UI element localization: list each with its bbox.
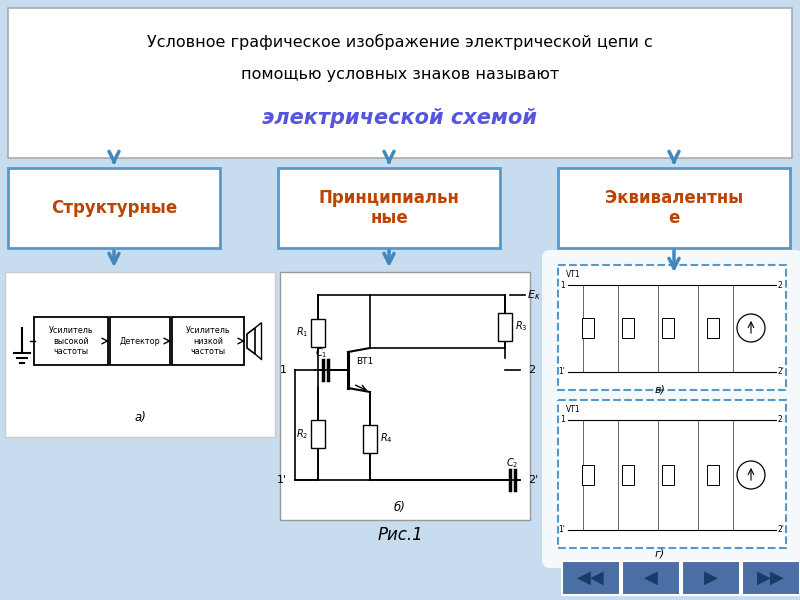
Text: ВТ1: ВТ1	[356, 357, 374, 366]
Text: 2': 2'	[778, 367, 785, 377]
Text: Детектор: Детектор	[120, 337, 160, 346]
Text: ◀: ◀	[644, 569, 658, 587]
Text: ◀◀: ◀◀	[577, 569, 605, 587]
FancyBboxPatch shape	[707, 318, 719, 338]
FancyBboxPatch shape	[498, 313, 512, 340]
Text: 2: 2	[778, 280, 782, 289]
Text: Рис.1: Рис.1	[377, 526, 423, 544]
FancyBboxPatch shape	[742, 561, 800, 595]
Text: г): г)	[655, 548, 665, 558]
Text: 1': 1'	[277, 475, 287, 485]
FancyBboxPatch shape	[542, 250, 800, 568]
FancyBboxPatch shape	[562, 561, 620, 595]
Text: $C_1$: $C_1$	[314, 346, 327, 360]
Text: Структурные: Структурные	[51, 199, 177, 217]
FancyBboxPatch shape	[662, 318, 674, 338]
Text: $R_1$: $R_1$	[296, 326, 308, 340]
Text: VT1: VT1	[566, 405, 581, 414]
Text: VT1: VT1	[566, 270, 581, 279]
Text: $C_2$: $C_2$	[506, 456, 518, 470]
FancyBboxPatch shape	[5, 272, 275, 437]
Text: 1': 1'	[558, 367, 565, 377]
Text: Условное графическое изображение электрической цепи с: Условное графическое изображение электри…	[147, 34, 653, 50]
Polygon shape	[247, 328, 255, 354]
Text: Усилитель
низкой
частоты: Усилитель низкой частоты	[186, 326, 230, 356]
Text: электрической схемой: электрической схемой	[262, 108, 538, 128]
Text: 1: 1	[560, 280, 565, 289]
FancyBboxPatch shape	[34, 317, 108, 365]
Text: 2: 2	[778, 415, 782, 425]
Text: б): б)	[394, 502, 406, 514]
FancyBboxPatch shape	[622, 465, 634, 485]
FancyBboxPatch shape	[682, 561, 740, 595]
FancyBboxPatch shape	[8, 168, 220, 248]
Text: 1: 1	[560, 415, 565, 425]
FancyBboxPatch shape	[622, 318, 634, 338]
Text: 1: 1	[280, 365, 287, 375]
Text: ▶▶: ▶▶	[757, 569, 785, 587]
Text: $R_2$: $R_2$	[296, 427, 308, 441]
FancyBboxPatch shape	[558, 168, 790, 248]
Text: Эквивалентны
е: Эквивалентны е	[605, 188, 743, 227]
Text: $E_\kappa$: $E_\kappa$	[527, 288, 541, 302]
FancyBboxPatch shape	[311, 420, 325, 448]
Text: $R_4$: $R_4$	[380, 431, 393, 445]
Text: Принципиальн
ные: Принципиальн ные	[318, 188, 459, 227]
FancyBboxPatch shape	[662, 465, 674, 485]
FancyBboxPatch shape	[558, 400, 786, 548]
FancyBboxPatch shape	[622, 561, 680, 595]
FancyBboxPatch shape	[278, 168, 500, 248]
Text: Усилитель
высокой
частоты: Усилитель высокой частоты	[49, 326, 94, 356]
FancyBboxPatch shape	[8, 8, 792, 158]
Text: 2': 2'	[778, 526, 785, 535]
Text: 1': 1'	[558, 526, 565, 535]
FancyBboxPatch shape	[582, 465, 594, 485]
Text: $R_3$: $R_3$	[515, 320, 527, 334]
FancyBboxPatch shape	[363, 425, 377, 452]
FancyBboxPatch shape	[110, 317, 170, 365]
FancyBboxPatch shape	[558, 265, 786, 390]
Text: ▶: ▶	[704, 569, 718, 587]
Text: 2: 2	[528, 365, 535, 375]
Text: в): в)	[654, 385, 666, 395]
FancyBboxPatch shape	[311, 319, 325, 346]
FancyBboxPatch shape	[280, 272, 530, 520]
FancyBboxPatch shape	[707, 465, 719, 485]
FancyBboxPatch shape	[172, 317, 244, 365]
FancyBboxPatch shape	[582, 318, 594, 338]
Text: помощью условных знаков называют: помощью условных знаков называют	[241, 67, 559, 82]
Text: а): а)	[134, 412, 146, 425]
Text: 2': 2'	[528, 475, 538, 485]
